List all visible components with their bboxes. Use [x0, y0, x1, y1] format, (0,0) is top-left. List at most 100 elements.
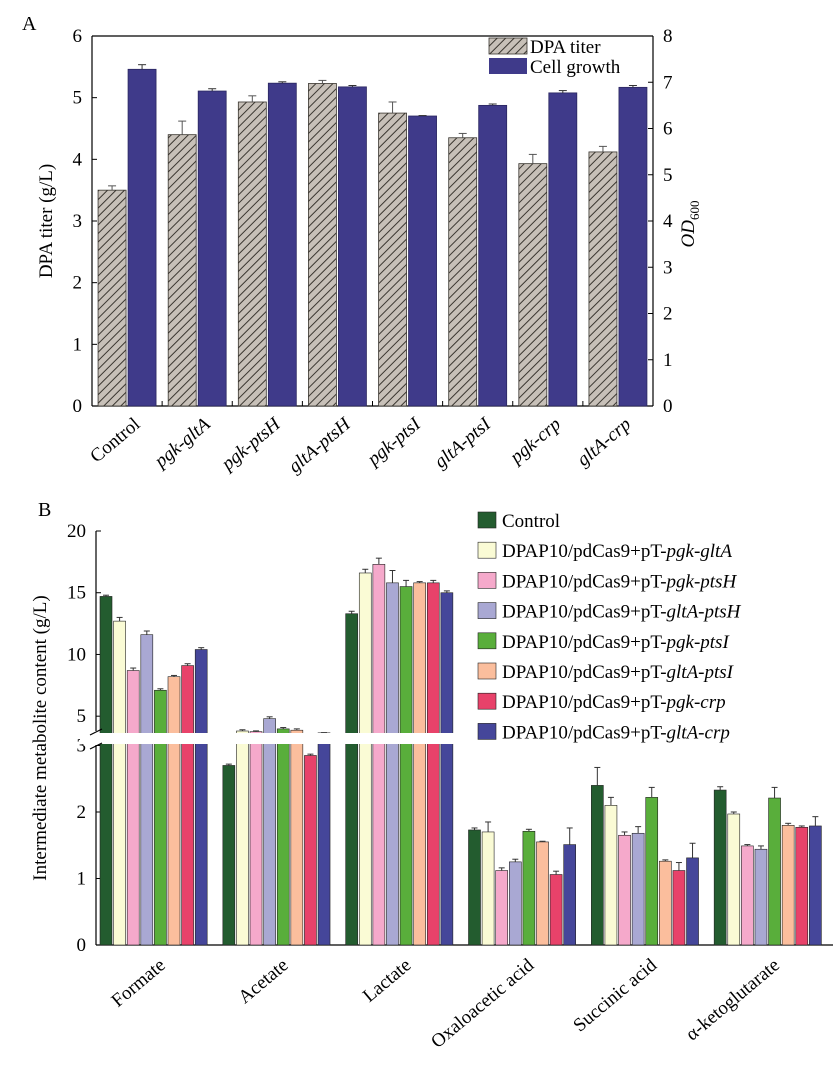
panel-b-bar	[495, 870, 509, 946]
panel-a-y2-tick-label: 1	[663, 350, 673, 371]
legend-label-pgk-ptsH: DPAP10/pdCas9+pT-pgk-ptsH	[502, 571, 737, 592]
dpa-titer-bar	[518, 163, 548, 407]
panel-a-x-tick-label: pgk-ptsI	[362, 413, 426, 471]
panel-a-x-tick-label: pgk-crp	[505, 414, 565, 469]
panel-b-bar	[522, 830, 536, 946]
cell-growth-bar	[408, 115, 437, 407]
panel-b-bar	[386, 582, 399, 946]
legend-label-pgk-gltA: DPAP10/pdCas9+pT-pgk-gltA	[502, 541, 732, 562]
panel-b-legend: Control DPAP10/pdCas9+pT-pgk-gltA DPAP10/p…	[477, 511, 742, 743]
panel-a-y2-tick-label: 8	[663, 26, 673, 47]
panel-b-bar	[631, 832, 645, 946]
panel-a-y2-tick-label: 3	[663, 257, 673, 278]
legend-swatch-pgk-crp	[477, 692, 497, 710]
legend-label-dpa-titer: DPA titer	[530, 37, 601, 58]
panel-b-y-tick-label: 10	[67, 644, 86, 665]
panel-b-y-tick-label: 2	[77, 802, 87, 823]
panel-b-y-tick-label: 20	[67, 521, 86, 542]
panel-b-bar	[304, 755, 317, 946]
panel-b-bar	[426, 582, 440, 946]
panel-b-axis-break-mark	[89, 728, 103, 736]
legend-swatch-control	[477, 511, 497, 529]
legend-label-gltA-ptsI: DPAP10/pdCas9+pT-gltA-ptsI	[502, 662, 735, 683]
panel-a-y2-tick-label: 5	[663, 165, 673, 186]
legend-swatch-gltA-crp	[477, 723, 497, 740]
cell-growth-bar	[197, 90, 227, 407]
panel-b-bar	[99, 596, 113, 946]
panel-b-bar	[741, 845, 754, 946]
panel-b-bar	[290, 729, 304, 946]
panel-b-bar	[536, 841, 549, 946]
panel-b-bar	[372, 564, 386, 946]
panel-b-bar	[276, 728, 290, 946]
legend-label-pgk-ptsI: DPAP10/pdCas9+pT-pgk-ptsI	[502, 632, 730, 653]
legend-swatch-dpa-titer	[488, 37, 528, 55]
panel-b-x-tick-label: α-ketoglutarate	[682, 955, 784, 1045]
panel-a-y-tick-label: 5	[73, 88, 83, 109]
panel-b-bar	[795, 826, 809, 946]
panel-a-y-tick-label: 4	[73, 149, 83, 170]
panel-a-x-tick-label: pgk-ptsH	[216, 413, 285, 476]
panel-b-bar	[358, 572, 372, 946]
panel-b-bar	[549, 874, 563, 946]
panel-a-y-tick-label: 2	[73, 273, 83, 294]
panel-b-bar	[140, 634, 154, 946]
panel-b-bar	[727, 813, 741, 946]
dpa-titer-bar	[308, 83, 337, 407]
panel-b-bar	[672, 870, 686, 946]
cell-growth-bar	[618, 86, 648, 407]
legend-swatch-gltA-ptsH	[477, 602, 497, 619]
panel-a-x-tick-label: pgk-gltA	[149, 413, 214, 473]
legend-label-gltA-crp: DPAP10/pdCas9+pT-gltA-crp	[502, 722, 730, 743]
panel-b-bar	[194, 649, 208, 946]
panel-b-bar	[167, 676, 181, 946]
cell-growth-bar	[267, 82, 297, 407]
panel-a-y2-tick-label: 7	[663, 72, 673, 93]
legend-label-cell-growth: Cell growth	[530, 57, 621, 78]
panel-b-y-tick-label: 5	[77, 706, 87, 727]
dpa-titer-bar	[378, 112, 407, 407]
panel-b-bar	[659, 860, 672, 946]
panel-a-y2-tick-label: 6	[663, 119, 673, 140]
panel-b-x-tick-label: Lactate	[359, 955, 415, 1007]
y2-title-sub: 600	[687, 201, 702, 221]
panel-b-bar	[345, 613, 358, 946]
legend-label-gltA-ptsH: DPAP10/pdCas9+pT-gltA-ptsH	[502, 602, 742, 623]
panel-b-bar	[809, 825, 822, 946]
legend-swatch-cell-growth	[489, 58, 527, 74]
panel-b-y-tick-label: 0	[77, 935, 87, 956]
panel-b-y-tick-label: 3	[77, 736, 87, 757]
panel-b-bar	[249, 731, 263, 946]
panel-b-x-tick-label: Oxaloacetic acid	[427, 954, 538, 1052]
panel-b-bar	[618, 834, 631, 946]
dpa-titer-bar	[167, 134, 197, 407]
panel-b-bar	[713, 789, 727, 946]
dpa-titer-bar	[237, 101, 267, 407]
y2-title-main: OD	[678, 220, 699, 248]
panel-b-bar	[481, 831, 495, 946]
cell-growth-bar	[478, 104, 508, 407]
panel-a-y-tick-label: 0	[73, 396, 83, 417]
panel-b-bar	[399, 586, 413, 946]
panel-a-y2-tick-label: 2	[663, 304, 673, 325]
panel-a-x-tick-label: gltA-ptsI	[430, 413, 496, 473]
panel-a-y2-tick-label: 0	[663, 396, 673, 417]
panel-b-bar	[754, 848, 768, 946]
panel-b-bar	[113, 620, 126, 946]
panel-b-chart: 0 1 2 3 5 10 15 20 Formate Acetate Lactate Oxaloace…	[67, 511, 833, 1053]
legend-swatch-pgk-ptsH	[477, 572, 497, 589]
panel-a-x-tick-label: gltA-crp	[573, 414, 635, 471]
panel-b-axis-break-band	[80, 733, 833, 744]
legend-swatch-pgk-gltA	[477, 541, 497, 559]
panel-a-y-tick-label: 6	[73, 26, 83, 47]
panel-a-label: A	[22, 13, 37, 35]
panel-b-bar	[263, 718, 276, 946]
panel-b-bar	[768, 797, 781, 946]
panel-b-bar	[563, 844, 577, 946]
panel-b-y-axis-title: Intermediate metabolite content (g/L)	[30, 595, 51, 880]
panel-b-bar	[440, 592, 454, 946]
panel-a-y-tick-label: 3	[73, 211, 83, 232]
